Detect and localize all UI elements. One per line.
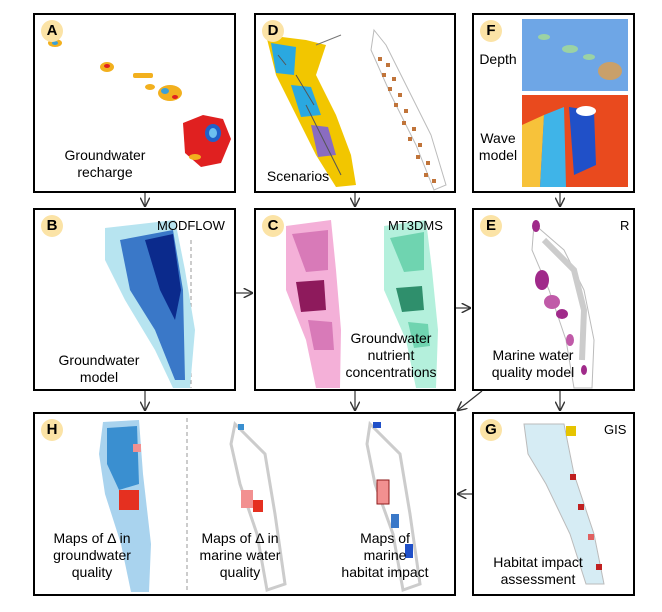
hawaii-recharge-map	[48, 39, 231, 167]
label-scenarios: Scenarios	[266, 168, 330, 184]
habitat-impact-map	[523, 423, 605, 585]
badge-c: C	[262, 215, 284, 237]
panel-g: G GIS Habitat impact assessment	[472, 412, 635, 596]
impact-maps	[99, 418, 422, 593]
tool-modflow: MODFLOW	[157, 218, 225, 233]
label-marine-water-quality-maps: Maps of Δ in marine water quality	[199, 530, 281, 580]
nutrient-concentration-maps	[286, 220, 438, 388]
tool-r: R	[620, 218, 630, 233]
label-habitat-impact-maps: Maps of marine habitat impact	[341, 530, 429, 580]
panel-a: A Groundwater recharge	[33, 13, 236, 193]
label-depth: Depth	[479, 51, 517, 67]
panel-e: E R Marine water quality model	[472, 208, 635, 391]
badge-e: E	[480, 215, 502, 237]
tool-mt3dms: MT3DMS	[388, 218, 443, 233]
panel-b: B MODFLOW Groundwater model	[33, 208, 236, 391]
panel-h: H Maps of Δ in groundwater quality Maps …	[33, 412, 456, 596]
label-groundwater-recharge: Groundwater recharge	[64, 147, 146, 180]
label-groundwater-quality-maps: Maps of Δ in groundwater quality	[53, 530, 131, 580]
label-nutrient-concentrations: Groundwater nutrient concentrations	[345, 330, 437, 380]
label-habitat-impact-assessment: Habitat impact assessment	[493, 554, 583, 587]
badge-b: B	[41, 215, 63, 237]
scenarios-map	[266, 28, 447, 191]
marine-water-quality-map	[531, 220, 595, 389]
badge-a: A	[41, 20, 63, 42]
badge-d: D	[262, 20, 284, 42]
panel-d: D Scenarios	[254, 13, 456, 193]
label-groundwater-model: Groundwater model	[58, 352, 140, 385]
badge-g: G	[480, 419, 502, 441]
panel-f: F Depth Wave model	[472, 13, 635, 193]
depth-and-wave-maps	[522, 19, 628, 187]
panel-c: C MT3DMS Groundwater nutrient concentrat…	[254, 208, 456, 391]
tool-gis: GIS	[604, 422, 627, 437]
badge-f: F	[480, 20, 502, 42]
groundwater-model-map	[105, 220, 195, 388]
label-marine-water-quality-model: Marine water quality model	[491, 347, 575, 380]
label-wave-model: Wave model	[478, 130, 518, 163]
badge-h: H	[41, 419, 63, 441]
